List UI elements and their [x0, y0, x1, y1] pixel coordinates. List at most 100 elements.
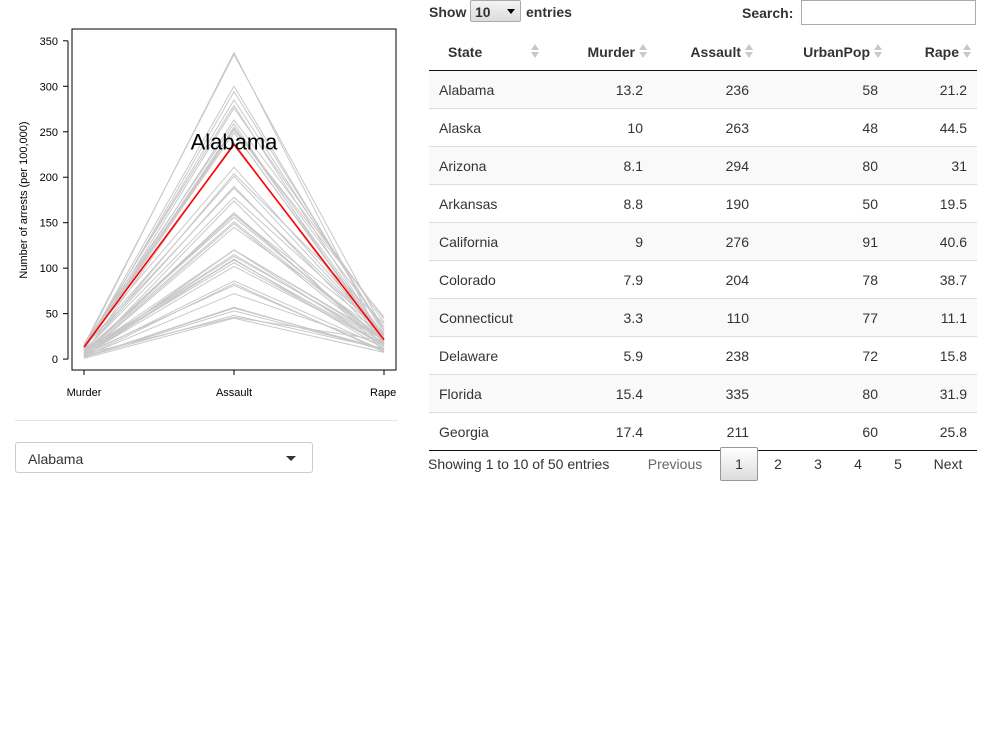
table-row[interactable]: California 9 276 91 40.6 [429, 223, 977, 261]
sort-icon [531, 44, 539, 58]
cell-urbanpop: 77 [862, 310, 878, 326]
cell-rape: 38.7 [939, 272, 967, 288]
cell-assault: 238 [725, 348, 749, 364]
sort-icon [745, 44, 753, 58]
cell-rape: 11.1 [940, 310, 967, 326]
cell-murder: 8.8 [623, 196, 643, 212]
table-row[interactable]: Florida 15.4 335 80 31.9 [429, 375, 977, 413]
cell-murder: 3.3 [623, 310, 643, 326]
state-line [83, 185, 385, 352]
cell-rape: 25.8 [939, 424, 967, 440]
state-line [83, 258, 385, 357]
cell-state: California [439, 234, 499, 250]
state-line [83, 262, 385, 354]
cell-urbanpop: 58 [862, 82, 878, 98]
cell-assault: 190 [725, 196, 749, 212]
cell-murder: 15.4 [615, 386, 643, 402]
state-line [83, 166, 385, 344]
highlight-state-line [83, 143, 385, 348]
state-line [83, 51, 385, 348]
highlight-label: Alabama [191, 130, 279, 155]
cell-state: Alabama [439, 82, 495, 98]
y-tick-label: 100 [40, 263, 58, 275]
page-button-2[interactable]: 2 [774, 456, 782, 472]
state-line [83, 127, 385, 350]
header-state[interactable]: State [448, 44, 483, 60]
cell-state: Arizona [439, 158, 487, 174]
state-line [83, 284, 385, 355]
length-show-label: Show [429, 4, 467, 20]
cell-urbanpop: 80 [862, 158, 878, 174]
cell-state: Arkansas [439, 196, 498, 212]
cell-murder: 13.2 [615, 82, 643, 98]
state-line [83, 226, 385, 356]
data-table: State Murder Assault UrbanPop Rape Alaba… [429, 33, 977, 451]
cell-state: Delaware [439, 348, 499, 364]
cell-rape: 44.5 [939, 120, 967, 136]
search-input[interactable] [801, 0, 976, 25]
cell-murder: 7.9 [623, 272, 643, 288]
state-line [83, 259, 385, 355]
cell-assault: 110 [726, 310, 749, 326]
page-button-5[interactable]: 5 [894, 456, 902, 472]
header-assault[interactable]: Assault [690, 44, 741, 60]
y-tick-label: 300 [40, 81, 58, 93]
cell-rape: 21.2 [939, 82, 967, 98]
table-row[interactable]: Arizona 8.1 294 80 31 [429, 147, 977, 185]
table-row[interactable]: Connecticut 3.3 110 77 11.1 [429, 299, 977, 337]
state-select[interactable]: Alabama [15, 442, 313, 473]
cell-rape: 31.9 [939, 386, 967, 402]
previous-page-button[interactable]: Previous [647, 456, 703, 472]
state-line [83, 187, 385, 348]
cell-assault: 204 [725, 272, 749, 288]
header-rape[interactable]: Rape [924, 44, 959, 60]
state-line [83, 104, 385, 347]
y-tick-label: 50 [46, 309, 58, 321]
state-line [83, 316, 385, 355]
cell-assault: 236 [725, 82, 749, 98]
state-line [83, 314, 385, 358]
table-row[interactable]: Georgia 17.4 211 60 25.8 [429, 413, 977, 451]
sort-icon [874, 44, 882, 58]
cell-state: Florida [439, 386, 482, 402]
table-row[interactable]: Arkansas 8.8 190 50 19.5 [429, 185, 977, 223]
x-tick-label: Assault [216, 387, 252, 399]
state-line [83, 249, 385, 357]
cell-urbanpop: 80 [862, 386, 878, 402]
cell-urbanpop: 78 [862, 272, 878, 288]
state-line [83, 122, 385, 345]
cell-state: Georgia [439, 424, 489, 440]
state-line [83, 293, 385, 358]
cell-murder: 17.4 [615, 424, 643, 440]
cell-assault: 263 [725, 120, 749, 136]
x-tick-label: Murder [67, 387, 102, 399]
cell-rape: 40.6 [939, 234, 967, 250]
next-page-button[interactable]: Next [933, 456, 963, 472]
header-urbanpop[interactable]: UrbanPop [803, 44, 870, 60]
x-axis: Murder Assault Rape [67, 370, 396, 399]
table-info: Showing 1 to 10 of 50 entries [428, 456, 610, 472]
cell-rape: 31 [951, 158, 967, 174]
y-tick-label: 200 [40, 172, 58, 184]
page-button-3[interactable]: 3 [814, 456, 822, 472]
y-tick-label: 150 [40, 218, 58, 230]
table-body: Alabama 13.2 236 58 21.2 Alaska 10 263 48 44.5 Ari… [429, 71, 977, 451]
table-row[interactable]: Colorado 7.9 204 78 38.7 [429, 261, 977, 299]
cell-assault: 335 [725, 386, 749, 402]
table-row[interactable]: Alaska 10 263 48 44.5 [429, 109, 977, 147]
cell-murder: 5.9 [623, 348, 643, 364]
sort-icon [963, 44, 971, 58]
header-murder[interactable]: Murder [587, 44, 635, 60]
page-button-4[interactable]: 4 [854, 456, 862, 472]
y-tick-label: 0 [52, 354, 58, 366]
state-line [83, 175, 385, 348]
table-row[interactable]: Delaware 5.9 238 72 15.8 [429, 337, 977, 375]
cell-state: Alaska [439, 120, 482, 136]
table-row[interactable]: Alabama 13.2 236 58 21.2 [429, 71, 977, 109]
page-length-select[interactable]: 10 [470, 0, 521, 22]
page-button-1[interactable]: 1 [720, 447, 758, 481]
state-line [83, 310, 385, 358]
y-tick-label: 250 [40, 127, 58, 139]
state-line [83, 212, 385, 354]
